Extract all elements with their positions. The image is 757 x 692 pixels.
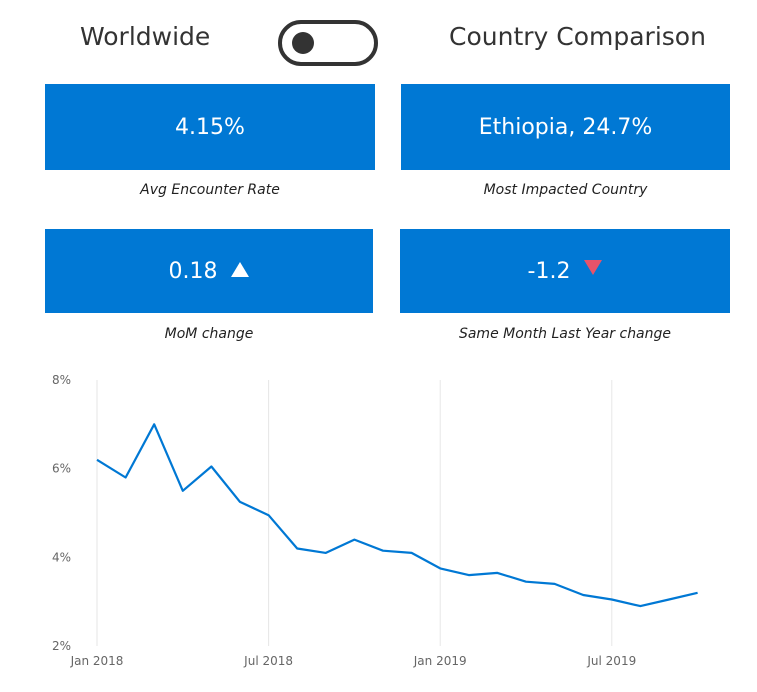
mom-change-card: 0.18 <box>45 229 373 313</box>
same-month-last-year-caption: Same Month Last Year change <box>458 326 672 342</box>
avg-encounter-rate-card: 4.15% <box>45 84 375 170</box>
avg-encounter-rate-value: 4.15% <box>175 114 245 140</box>
down-triangle-icon <box>584 259 603 275</box>
avg-encounter-rate-caption: Avg Encounter Rate <box>140 182 280 198</box>
same-month-last-year-card: -1.2 <box>400 229 730 313</box>
y-tick-label: 4% <box>52 550 71 564</box>
x-tick-label: Jul 2019 <box>586 654 636 668</box>
x-tick-label: Jan 2019 <box>413 654 467 668</box>
encounter-rate-line-chart: Jan 2018 Jul 2018 Jan 2019 Jul 2019 8% 6% 4% 2% <box>52 373 698 668</box>
x-tick-label: Jan 2018 <box>70 654 124 668</box>
most-impacted-country-caption: Most Impacted Country <box>483 182 648 198</box>
most-impacted-country-value: Ethiopia, 24.7% <box>478 114 653 140</box>
country-comparison-label: Country Comparison <box>449 22 706 51</box>
y-tick-label: 8% <box>52 373 71 387</box>
mom-change-caption: MoM change <box>164 326 254 342</box>
up-triangle-icon <box>231 261 250 277</box>
y-tick-label: 6% <box>52 462 71 476</box>
toggle-knob <box>292 32 314 54</box>
worldwide-label: Worldwide <box>80 22 211 51</box>
encounter-rate-series-line <box>96 423 698 608</box>
same-month-last-year-value: -1.2 <box>527 258 571 284</box>
x-tick-label: Jul 2018 <box>243 654 293 668</box>
view-toggle-switch[interactable] <box>278 20 378 66</box>
mom-change-value: 0.18 <box>168 258 218 284</box>
y-tick-label: 2% <box>52 639 71 653</box>
most-impacted-country-card: Ethiopia, 24.7% <box>401 84 730 170</box>
